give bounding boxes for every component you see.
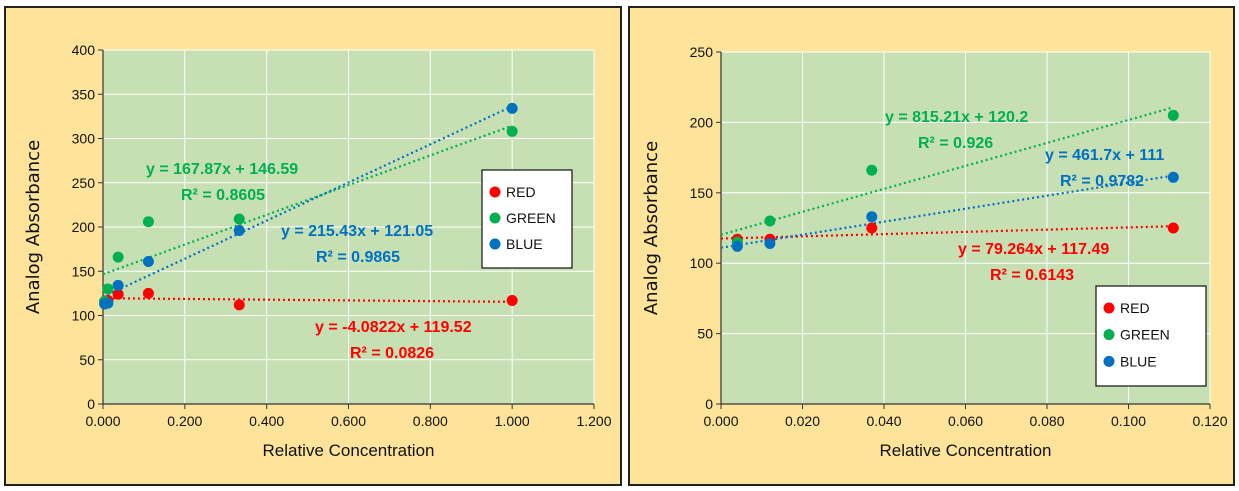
data-point-green [1167, 109, 1179, 121]
trendline-r2-green: R² = 0.8605 [181, 187, 265, 204]
data-point-blue [731, 240, 743, 252]
legend-label-green: GREEN [1120, 327, 1170, 343]
y-axis-title: Analog Absorbance [23, 140, 44, 314]
data-point-blue [764, 237, 776, 249]
x-tick-label: 0.800 [413, 413, 448, 429]
data-point-blue [506, 102, 518, 114]
x-tick-label: 0.400 [249, 413, 284, 429]
trendline-r2-red: R² = 0.0826 [350, 345, 434, 362]
data-point-blue [866, 211, 878, 223]
data-point-red [233, 299, 245, 311]
y-tick-label: 0 [705, 396, 713, 412]
data-point-green [112, 251, 124, 263]
data-point-red [506, 294, 518, 306]
trendline-r2-blue: R² = 0.9782 [1060, 173, 1144, 190]
x-tick-label: 0.000 [703, 413, 738, 429]
trendline-r2-green: R² = 0.926 [918, 135, 993, 152]
y-tick-label: 100 [690, 255, 714, 271]
legend-marker-green [489, 212, 501, 224]
y-tick-label: 150 [72, 263, 96, 279]
legend-marker-blue [489, 238, 501, 250]
y-axis-title: Analog Absorbance [641, 141, 662, 315]
legend-label-red: RED [506, 184, 536, 200]
y-tick-label: 250 [690, 44, 714, 60]
x-tick-label: 0.080 [1029, 413, 1064, 429]
trendline-equation-green: y = 167.87x + 146.59 [146, 161, 298, 178]
x-tick-label: 0.200 [167, 413, 202, 429]
legend-label-blue: BLUE [1120, 353, 1157, 369]
x-tick-label: 0.600 [331, 413, 366, 429]
y-tick-label: 100 [72, 308, 96, 324]
trendline-blue [102, 105, 513, 298]
y-tick-label: 400 [72, 42, 96, 58]
trendline-equation-red: y = -4.0822x + 119.52 [315, 319, 472, 336]
legend-marker-red [1103, 302, 1115, 314]
legend-label-red: RED [1120, 300, 1150, 316]
data-point-blue [112, 279, 124, 291]
legend-marker-red [489, 186, 501, 198]
data-point-red [866, 222, 878, 234]
chart-right: 0.000 0.020 0.040 0.060 0.080 0.100 0.120 0 50 10… [641, 44, 1228, 460]
chart-panel-right: 0.000 0.020 0.040 0.060 0.080 0.100 0.120 0 50 10… [628, 6, 1235, 486]
trendline-equation-green: y = 815.21x + 120.2 [885, 109, 1028, 126]
legend-label-green: GREEN [506, 210, 556, 226]
y-tick-label: 200 [690, 114, 714, 130]
y-tick-label: 250 [72, 175, 96, 191]
trendline-green [720, 106, 1174, 236]
x-tick-label: 0.020 [785, 413, 820, 429]
x-tick-label: 1.000 [495, 413, 530, 429]
data-point-green [866, 164, 878, 176]
y-tick-label: 300 [72, 131, 96, 147]
data-point-blue [102, 297, 114, 309]
x-axis-title: Relative Concentration [263, 441, 435, 460]
x-tick-label: 0.120 [1192, 413, 1227, 429]
trendline-equation-red: y = 79.264x + 117.49 [958, 241, 1109, 258]
data-point-red [142, 287, 154, 299]
trendline-r2-blue: R² = 0.9865 [316, 249, 400, 266]
y-tick-label: 0 [87, 396, 95, 412]
trendline-blue [720, 174, 1174, 249]
trendline-equation-blue: y = 461.7x + 111 [1045, 147, 1164, 164]
y-tick-label: 350 [72, 86, 96, 102]
data-point-blue [1167, 171, 1179, 183]
trendline-r2-red: R² = 0.6143 [990, 267, 1074, 284]
y-tick-label: 200 [72, 219, 96, 235]
data-point-green [764, 215, 776, 227]
data-point-blue [142, 256, 154, 268]
legend-marker-green [1103, 329, 1115, 341]
x-tick-label: 1.200 [576, 413, 611, 429]
x-tick-label: 0.060 [948, 413, 983, 429]
legend-label-blue: BLUE [506, 236, 543, 252]
y-tick-label: 50 [697, 326, 713, 342]
data-point-red [112, 288, 124, 300]
data-point-green [233, 213, 245, 225]
y-tick-label: 50 [79, 352, 95, 368]
y-tick-label: 150 [690, 185, 714, 201]
data-point-green [142, 216, 154, 228]
x-tick-label: 0.000 [85, 413, 120, 429]
data-point-blue [233, 225, 245, 237]
data-point-red [1167, 222, 1179, 234]
trendline-red [102, 297, 513, 303]
legend-marker-blue [1103, 355, 1115, 367]
chart-left: 0.000 0.200 0.400 0.600 0.800 1.000 1.200 0 50 10… [23, 42, 612, 460]
trendline-equation-blue: y = 215.43x + 121.05 [281, 223, 433, 240]
x-tick-label: 0.100 [1111, 413, 1146, 429]
data-point-green [102, 283, 114, 295]
data-point-green [506, 125, 518, 137]
chart-panel-left: 0.000 0.200 0.400 0.600 0.800 1.000 1.200 0 50 10… [4, 6, 622, 486]
x-tick-label: 0.040 [866, 413, 901, 429]
x-axis-title: Relative Concentration [880, 441, 1052, 460]
